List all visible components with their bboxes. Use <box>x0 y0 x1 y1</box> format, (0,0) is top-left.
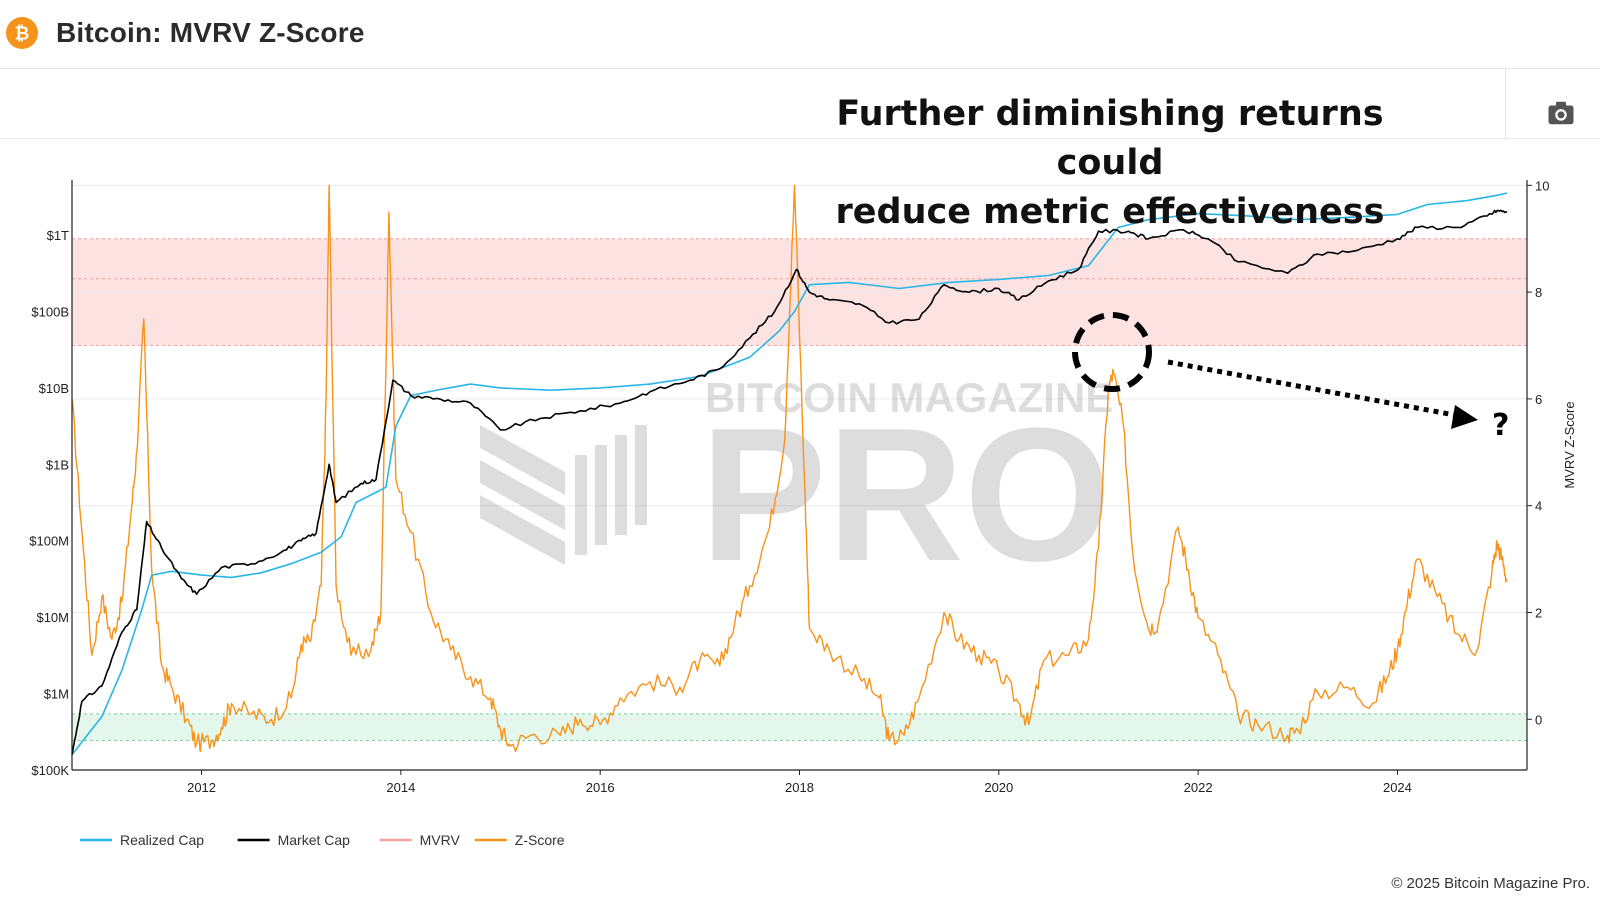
watermark-top-text: BITCOIN MAGAZINE <box>705 374 1113 421</box>
left-tick-label: $1B <box>46 457 69 472</box>
legend-label: Realized Cap <box>120 832 204 848</box>
left-tick-label: $100K <box>31 763 69 778</box>
trend-arrow-head-icon <box>1451 405 1478 429</box>
x-tick-label: 2020 <box>984 780 1013 795</box>
chart-series <box>71 184 1508 756</box>
x-tick-label: 2018 <box>785 780 814 795</box>
svg-text:₿: ₿ <box>15 24 30 45</box>
right-tick-label: 2 <box>1535 605 1542 620</box>
chart-axes: $100K $1M $10M $100M $1B $10B $100B $1T 0 2 4 6 8 10 M… <box>29 178 1577 795</box>
z-scoreseries-line <box>71 184 1508 753</box>
question-mark: ? <box>1492 408 1509 443</box>
chart-headline: Further diminishing returns could reduce… <box>780 90 1440 237</box>
legend-label: MVRV <box>420 832 461 848</box>
watermark-pro-text: PRO <box>700 389 1112 601</box>
x-tick-label: 2012 <box>187 780 216 795</box>
headline-line-1: Further diminishing returns could <box>836 94 1384 183</box>
page-header: ₿ Bitcoin: MVRV Z-Score <box>0 0 1600 69</box>
bitcoin-icon: ₿ <box>6 17 38 49</box>
right-axis-title: MVRV Z-Score <box>1562 401 1577 488</box>
watermark-logo-icon <box>480 425 647 565</box>
left-tick-label: $10M <box>36 610 69 625</box>
chart-legend: Realized Cap Market Cap MVRV Z-Score <box>80 832 565 848</box>
market-capseries-line <box>71 209 1508 755</box>
chart-toolbar <box>0 68 1600 139</box>
legend-label: Market Cap <box>278 832 351 848</box>
left-tick-label: $100B <box>31 304 69 319</box>
copyright-text: © 2025 Bitcoin Magazine Pro. <box>1391 875 1590 892</box>
right-tick-label: 0 <box>1535 712 1542 727</box>
gridlines <box>72 184 1527 720</box>
x-tick-label: 2014 <box>386 780 415 795</box>
zone-band <box>72 713 1527 741</box>
headline-line-2: reduce metric effectiveness <box>835 192 1385 232</box>
page-title: Bitcoin: MVRV Z-Score <box>56 17 365 48</box>
toolbar-divider <box>1505 68 1506 138</box>
realized-capseries-line <box>71 192 1508 756</box>
right-tick-label: 10 <box>1535 178 1549 193</box>
watermark: BITCOIN MAGAZINE PRO <box>480 374 1113 601</box>
left-tick-label: $10B <box>39 381 69 396</box>
highlight-circle <box>1072 312 1152 392</box>
x-tick-label: 2016 <box>586 780 615 795</box>
right-tick-label: 8 <box>1535 285 1542 300</box>
left-tick-label: $1M <box>44 687 69 702</box>
right-tick-label: 6 <box>1535 392 1542 407</box>
left-tick-label: $1T <box>47 228 69 243</box>
left-tick-label: $100M <box>29 534 69 549</box>
annotation-group: ? <box>1072 312 1509 443</box>
right-tick-label: 4 <box>1535 499 1542 514</box>
x-tick-label: 2022 <box>1184 780 1213 795</box>
legend-label: Z-Score <box>515 832 565 848</box>
x-tick-label: 2024 <box>1383 780 1412 795</box>
camera-icon[interactable] <box>1546 98 1576 128</box>
trend-arrow-line <box>1167 359 1461 419</box>
